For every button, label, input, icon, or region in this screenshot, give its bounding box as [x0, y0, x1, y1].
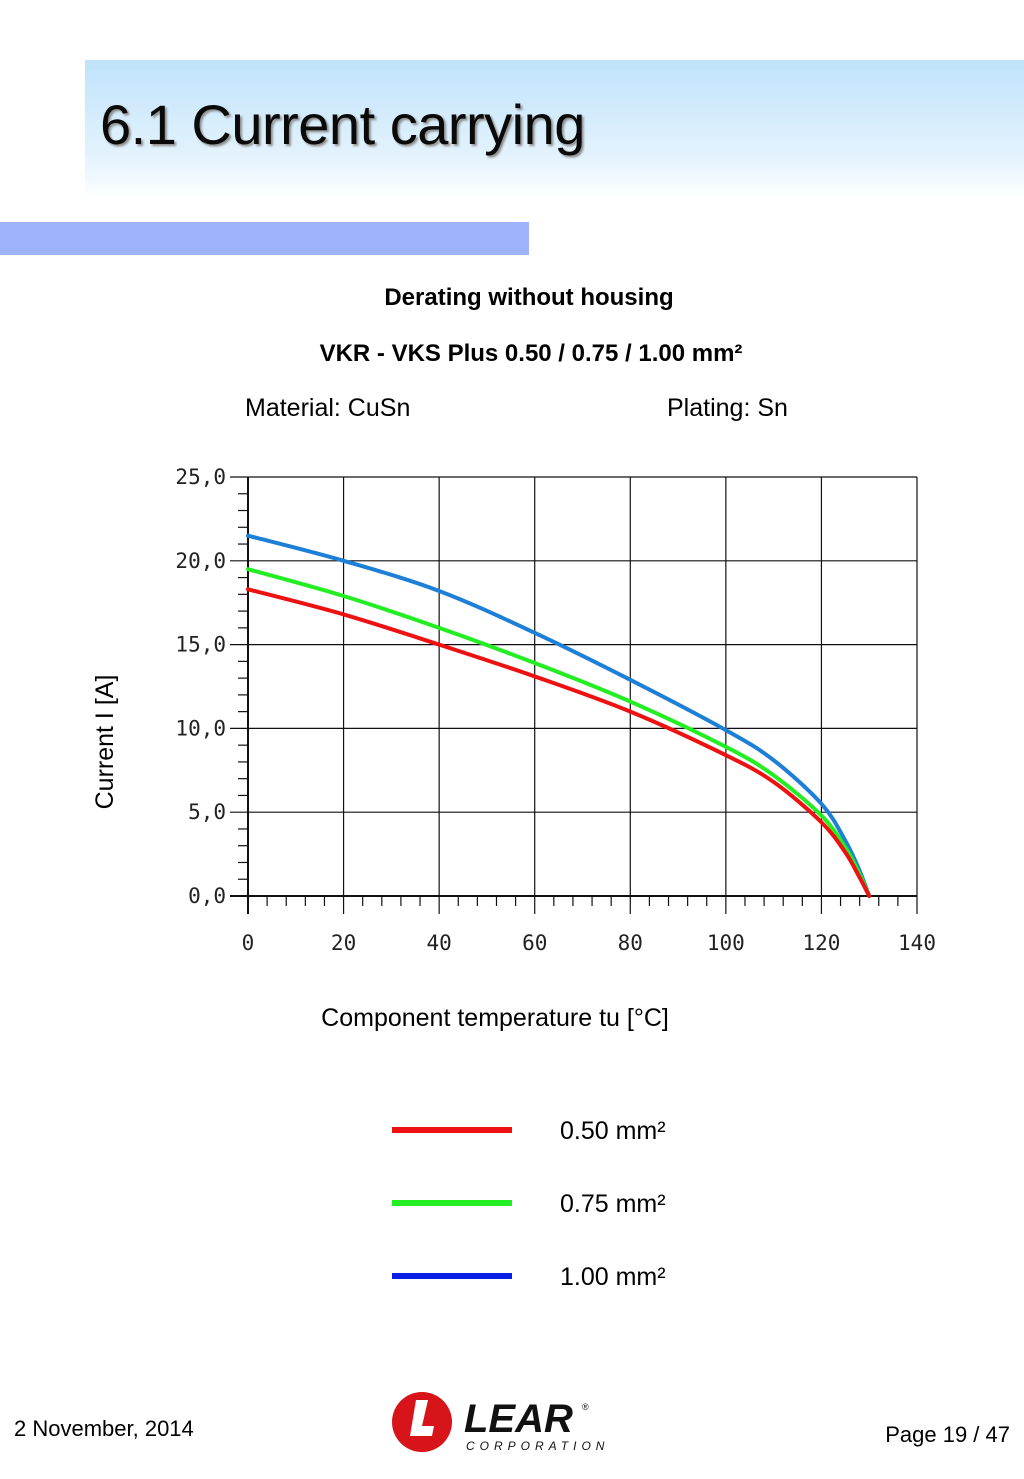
title-band [85, 60, 1024, 200]
series-line-050 [246, 587, 872, 898]
logo-mark-letter [410, 1400, 434, 1436]
page-number: Page 19 / 47 [885, 1422, 1010, 1447]
legend-label: 0.50 mm² [560, 1117, 666, 1145]
y-tick-label: 10,0 [175, 716, 226, 740]
axes: 0,0 5,0 10,0 15,0 20,0 25,0 0 20 40 60 80 100 120 140 [175, 465, 936, 955]
y-tick-label: 0,0 [188, 884, 226, 908]
grid [248, 476, 918, 897]
lear-corporation-logo: LEAR ® CORPORATION [392, 1392, 609, 1453]
y-tick-label: 25,0 [175, 465, 226, 489]
material-label: Material: CuSn [245, 394, 411, 422]
x-tick-label: 0 [242, 931, 255, 955]
page-title: 6.1 Current carrying [100, 93, 585, 156]
y-tick-label: 5,0 [188, 800, 226, 824]
chart-title: Derating without housing [384, 284, 674, 311]
y-tick-label: 20,0 [175, 549, 226, 573]
x-tick-label: 20 [331, 931, 356, 955]
series-line-075 [246, 567, 872, 898]
plating-label: Plating: Sn [667, 394, 788, 422]
accent-bar [0, 222, 529, 255]
x-tick-label: 80 [618, 931, 643, 955]
y-tick-label: 15,0 [175, 633, 226, 657]
x-tick-label: 140 [898, 931, 936, 955]
y-axis-title: Current I [A] [91, 675, 119, 810]
logo-registered: ® [582, 1402, 589, 1412]
chart-subtitle: VKR - VKS Plus 0.50 / 0.75 / 1.00 mm² [319, 340, 743, 367]
logo-sub: CORPORATION [466, 1439, 609, 1453]
x-axis-title: Component temperature tu [°C] [321, 1004, 669, 1032]
x-tick-label: 120 [802, 931, 840, 955]
legend-label: 1.00 mm² [560, 1263, 666, 1291]
footer-date: 2 November, 2014 [14, 1416, 194, 1441]
x-tick-label: 60 [522, 931, 547, 955]
legend: 0.50 mm² 0.75 mm² 1.00 mm² [392, 1117, 666, 1291]
x-tick-label: 40 [426, 931, 451, 955]
logo-word: LEAR [464, 1397, 573, 1441]
x-tick-label: 100 [707, 931, 745, 955]
series-lines [246, 533, 872, 898]
series-line-100 [246, 533, 872, 898]
derating-chart: 0,0 5,0 10,0 15,0 20,0 25,0 0 20 40 60 80 100 120 140… [91, 465, 936, 1291]
legend-label: 0.75 mm² [560, 1190, 666, 1218]
